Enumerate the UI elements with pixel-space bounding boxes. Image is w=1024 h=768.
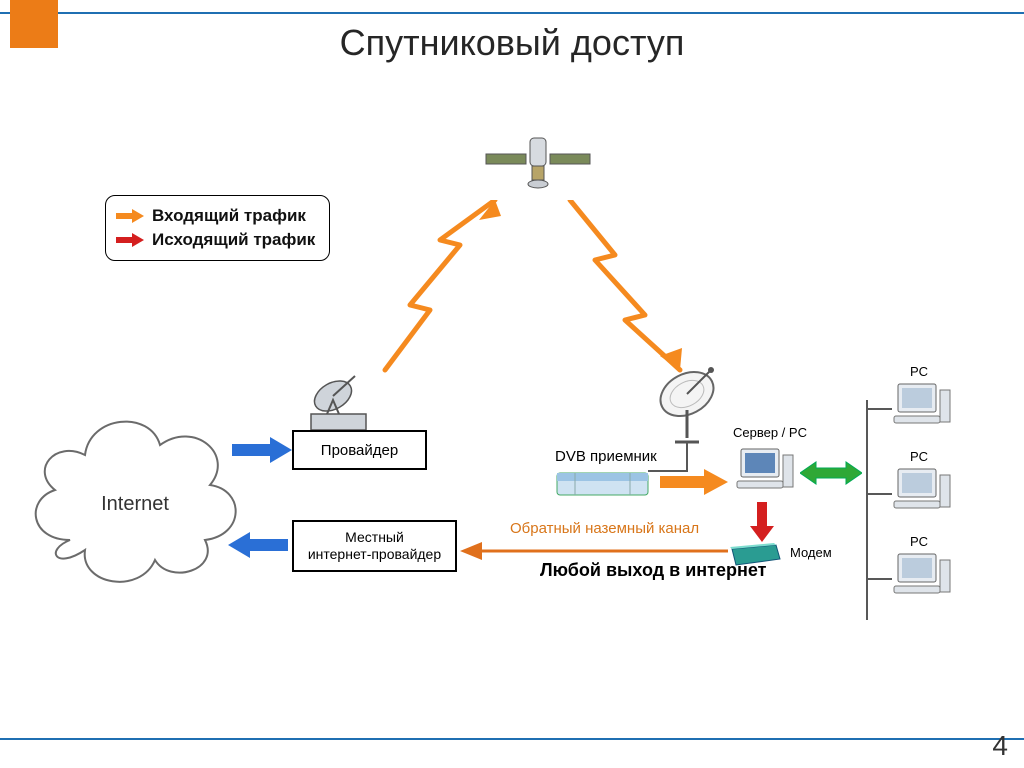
- local-provider-box: Местный интернет-провайдер: [292, 520, 457, 572]
- pc-icon: [892, 465, 952, 520]
- server-pc-icon: [735, 445, 795, 500]
- return-channel-label: Обратный наземный канал: [510, 520, 699, 537]
- dvb-label: DVB приемник: [555, 448, 657, 465]
- pc-bus-line: [866, 400, 868, 620]
- satellite-icon: [478, 130, 598, 200]
- provider-box: Провайдер: [292, 430, 427, 470]
- signal-bolt-up-icon: [375, 200, 505, 375]
- arrow-return-channel-icon: [460, 540, 728, 562]
- signal-bolt-down-icon: [560, 200, 690, 375]
- connector-line: [866, 578, 892, 580]
- any-exit-label: Любой выход в интернет: [540, 560, 766, 581]
- receiver-dish-icon: [645, 360, 730, 445]
- internet-label: Internet: [101, 493, 169, 515]
- connector-line: [686, 442, 688, 470]
- internet-cloud-icon: Internet: [20, 400, 250, 600]
- modem-label: Модем: [790, 545, 832, 560]
- arrow-red-down-icon: [750, 502, 774, 542]
- bottom-rule: [0, 738, 1024, 740]
- legend-label-in: Входящий трафик: [152, 206, 306, 226]
- connector-line: [866, 408, 892, 410]
- arrow-blue-from-local-icon: [228, 530, 288, 560]
- provider-label: Провайдер: [321, 442, 398, 459]
- server-label: Сервер / PC: [733, 425, 807, 440]
- pc-icon: [892, 380, 952, 435]
- pc-icon: [892, 550, 952, 605]
- uplink-dish-icon: [305, 370, 385, 435]
- pc2-label: PC: [910, 449, 928, 464]
- page-number: 4: [992, 730, 1008, 762]
- local-provider-label: Местный интернет-провайдер: [308, 529, 441, 564]
- dvb-receiver-icon: [555, 465, 650, 503]
- arrow-right-icon: [116, 208, 144, 224]
- legend-box: Входящий трафик Исходящий трафик: [105, 195, 330, 261]
- pc3-label: PC: [910, 534, 928, 549]
- pc1-label: PC: [910, 364, 928, 379]
- legend-label-out: Исходящий трафик: [152, 230, 315, 250]
- arrow-orange-icon: [660, 468, 728, 496]
- arrow-green-double-icon: [800, 460, 862, 486]
- legend-row-outgoing: Исходящий трафик: [116, 230, 315, 250]
- arrow-right-icon: [116, 232, 144, 248]
- top-rule: [0, 12, 1024, 14]
- connector-line: [866, 493, 892, 495]
- page-title: Спутниковый доступ: [0, 22, 1024, 64]
- arrow-blue-to-provider-icon: [232, 435, 292, 465]
- legend-row-incoming: Входящий трафик: [116, 206, 315, 226]
